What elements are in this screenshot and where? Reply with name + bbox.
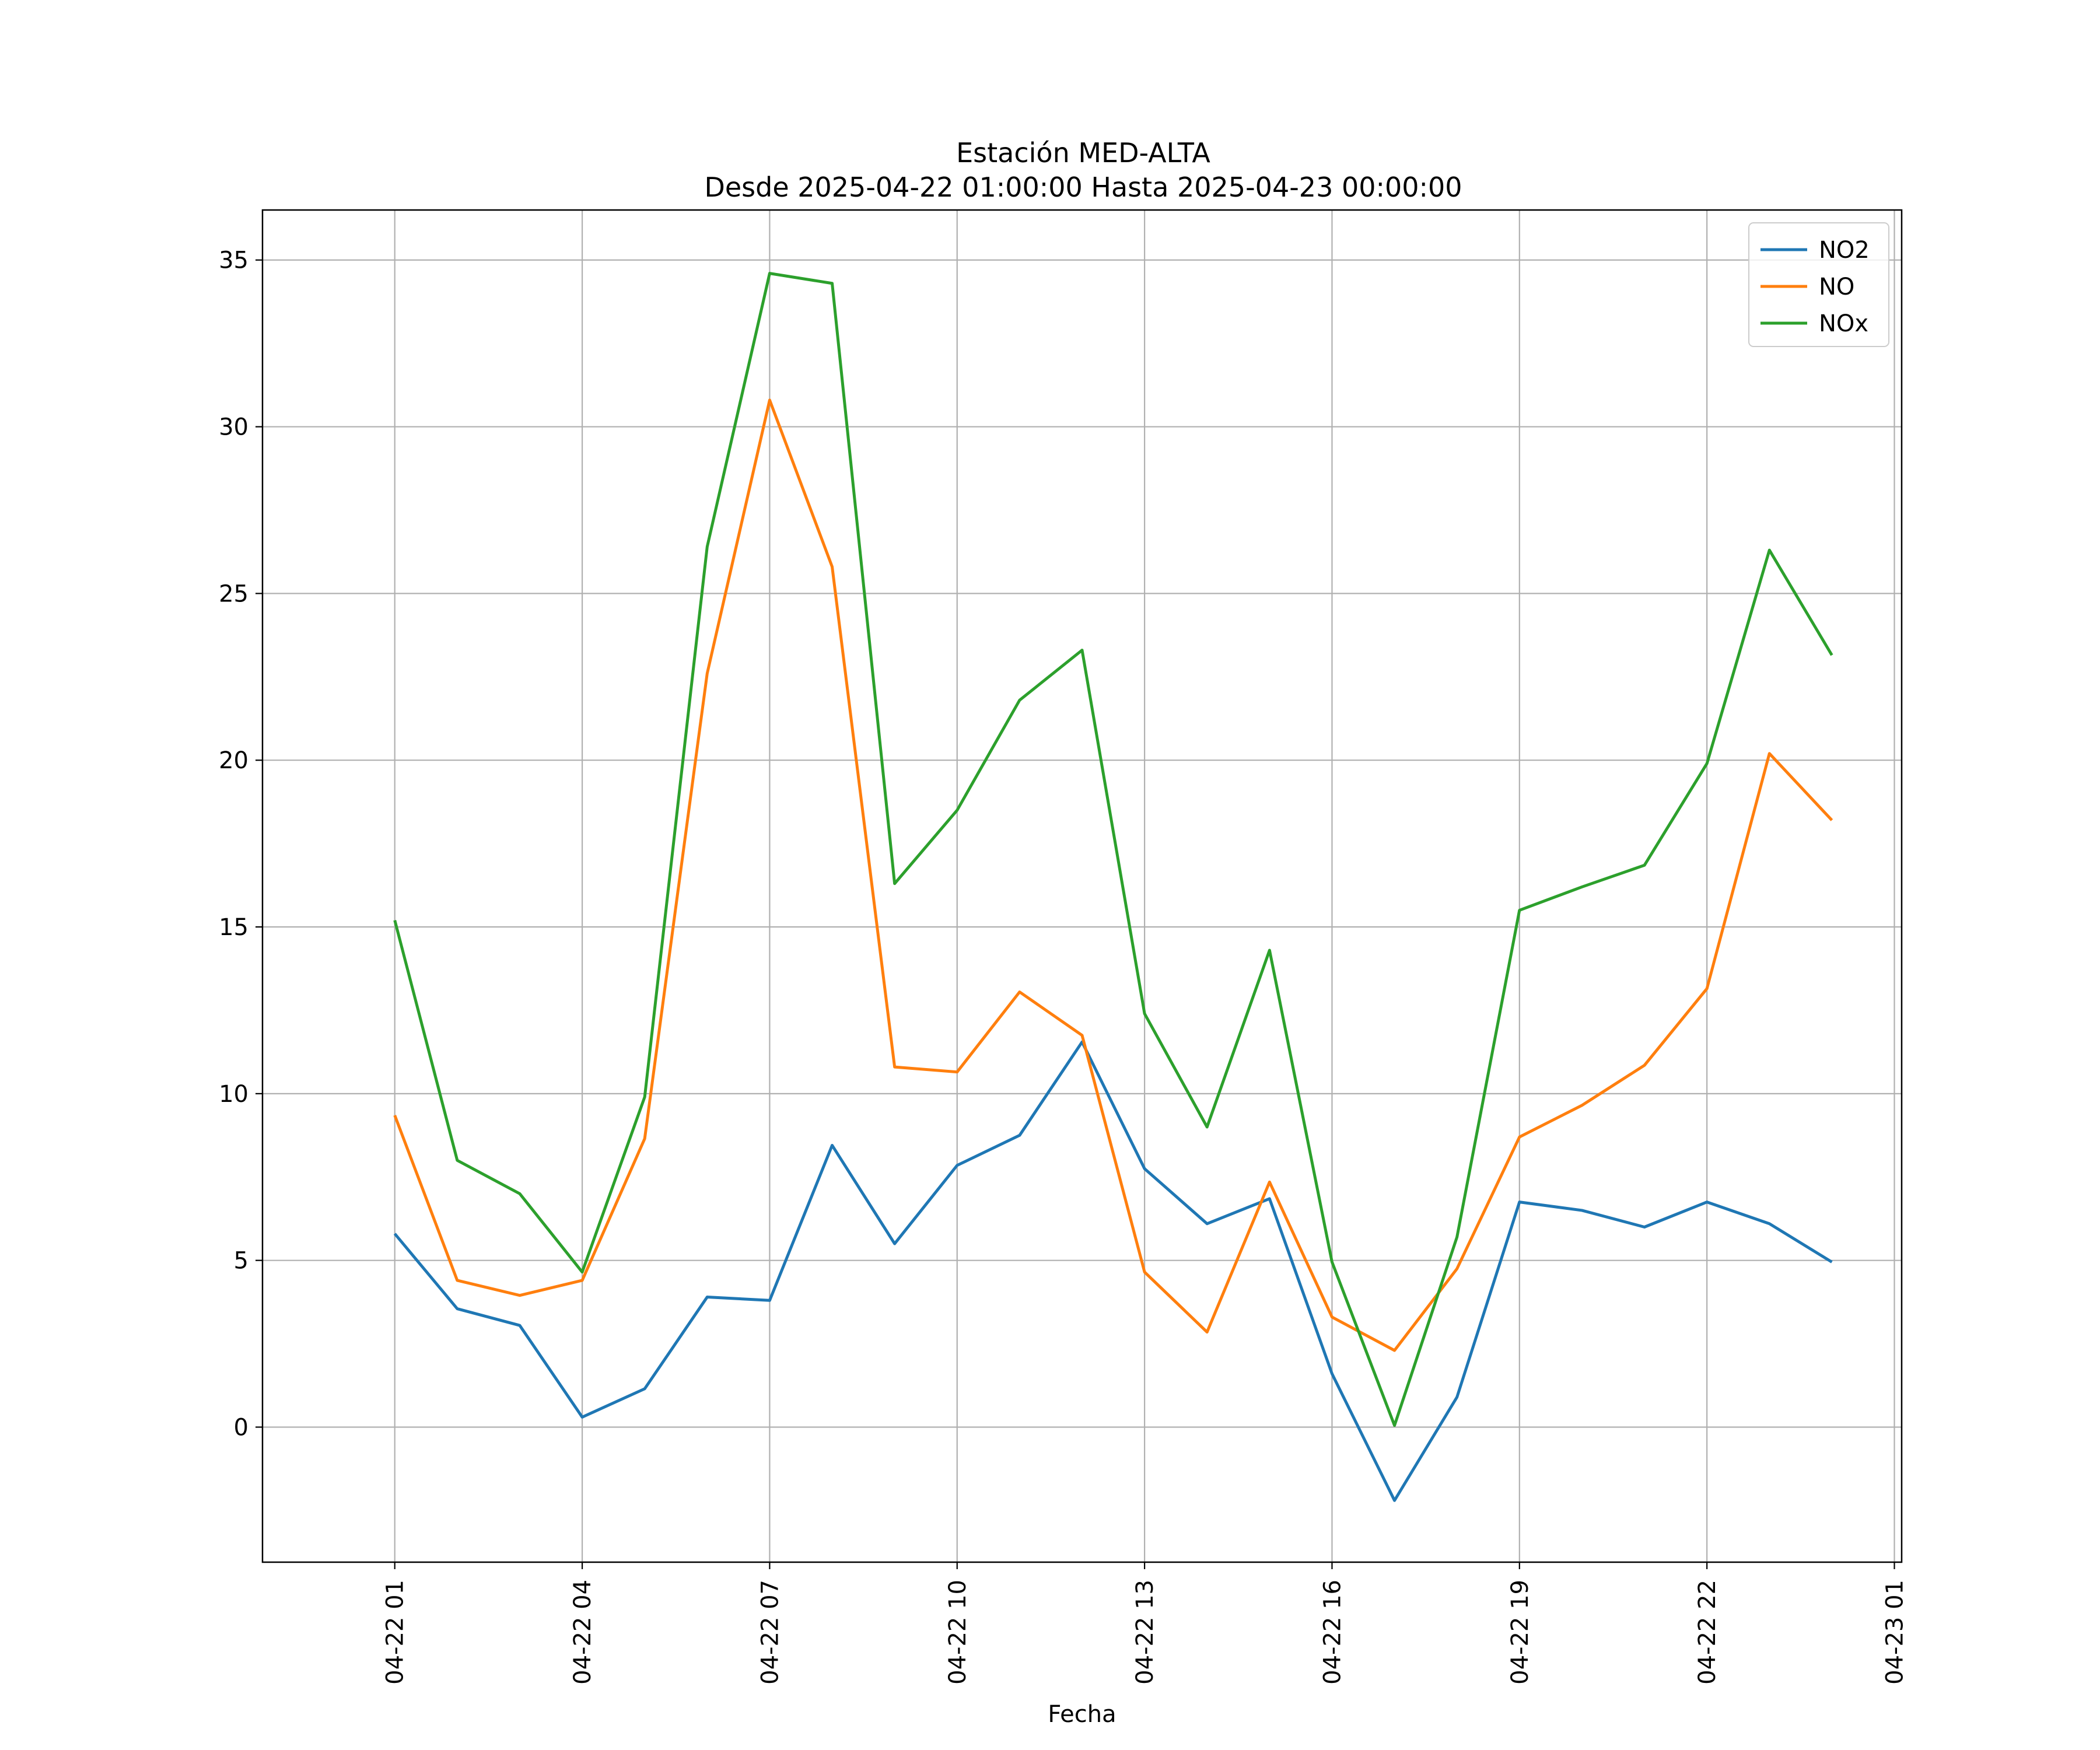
axis-ticks: 0 5 10 15 20 25 30 35 04-22 01 04-22 04 04-22 07 04…: [219, 247, 1908, 1685]
y-tick-label: 35: [219, 247, 249, 274]
series-line-no2: [393, 1040, 1833, 1502]
grid: [262, 210, 1902, 1562]
x-tick-label: 04-22 01: [382, 1580, 409, 1685]
y-tick-label: 0: [234, 1414, 249, 1441]
series-line-no: [393, 398, 1833, 1352]
y-tick-label: 20: [219, 747, 249, 774]
chart-title: Estación MED-ALTA: [956, 137, 1210, 169]
y-tick-label: 15: [219, 914, 249, 941]
legend-label: NOx: [1819, 310, 1868, 337]
legend-label: NO2: [1819, 237, 1870, 264]
x-tick-label: 04-22 16: [1319, 1580, 1346, 1685]
y-tick-label: 10: [219, 1081, 249, 1108]
legend: NO2 NO NOx: [1748, 222, 1889, 347]
y-tick-label: 30: [219, 414, 249, 441]
x-axis-label: Fecha: [1048, 1701, 1116, 1728]
legend-label: NO: [1819, 274, 1854, 300]
plot-frame: [261, 209, 1903, 1563]
series-lines: [393, 272, 1833, 1502]
x-tick-label: 04-22 13: [1132, 1580, 1158, 1685]
x-tick-label: 04-23 01: [1882, 1580, 1909, 1685]
legend-box: [1748, 222, 1889, 347]
y-tick-label: 5: [234, 1248, 249, 1275]
x-tick-label: 04-22 04: [569, 1580, 596, 1685]
series-line-nox: [393, 272, 1833, 1427]
x-tick-label: 04-22 22: [1694, 1580, 1721, 1685]
chart-subtitle: Desde 2025-04-22 01:00:00 Hasta 2025-04-…: [704, 172, 1462, 203]
x-tick-label: 04-22 10: [944, 1580, 971, 1685]
y-tick-label: 25: [219, 580, 249, 607]
x-tick-label: 04-22 19: [1507, 1580, 1534, 1685]
x-tick-label: 04-22 07: [757, 1580, 783, 1685]
